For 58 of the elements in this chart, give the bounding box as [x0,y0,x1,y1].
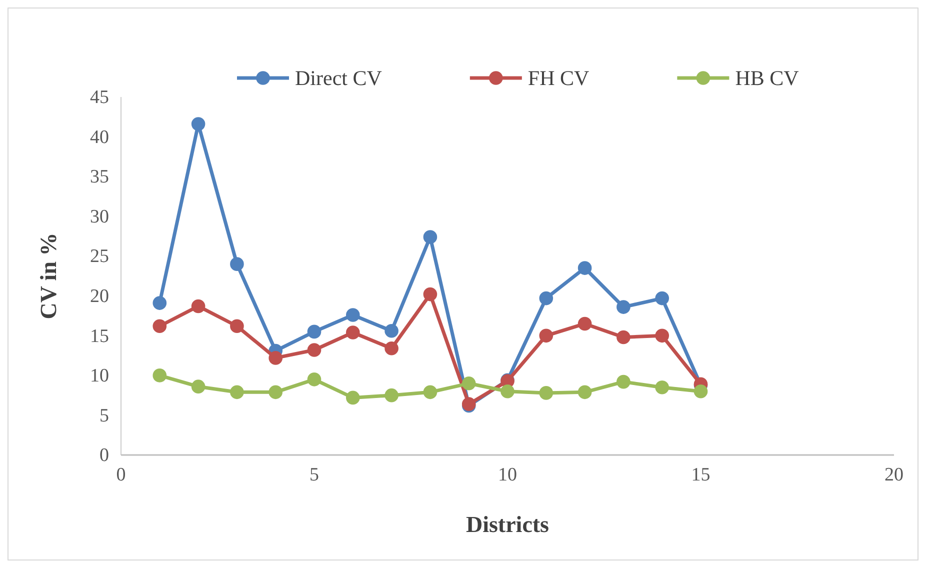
point [694,384,708,398]
legend-label: Direct CV [295,66,382,90]
y-tick-label: 5 [100,405,109,426]
y-tick-label: 35 [90,166,109,188]
y-tick-label: 30 [90,206,109,228]
point [268,385,283,400]
point [578,385,592,400]
point [578,261,592,275]
point [307,324,322,339]
point [346,390,360,405]
point [384,324,398,338]
legend-label: HB CV [735,66,799,90]
point [616,300,630,314]
point [655,380,670,394]
point [346,308,360,322]
point [152,296,167,310]
point [500,384,514,398]
point [384,342,398,356]
legend-label: FH CV [528,66,590,90]
point [230,319,244,334]
x-tick-label: 15 [691,464,710,486]
point [191,380,206,394]
x-axis-title: Districts [466,512,550,537]
point [616,374,630,389]
y-tick-label: 20 [90,286,109,307]
y-tick-label: 0 [100,445,109,466]
point [539,291,554,306]
point [462,376,476,390]
point [384,388,398,402]
point [423,385,438,400]
point [152,368,167,382]
point [539,386,554,400]
point [230,257,244,271]
point [191,299,206,314]
point [152,319,167,334]
point [307,372,322,386]
point [655,291,670,306]
y-tick-label: 45 [90,87,109,108]
point [191,117,206,131]
x-tick-label: 5 [310,464,319,486]
point [616,330,630,344]
y-tick-label: 25 [90,246,109,268]
point [230,385,244,400]
y-axis-title: CV in % [36,232,61,320]
y-tick-label: 40 [90,126,109,148]
point [423,230,438,244]
x-tick-label: 0 [116,464,126,486]
x-tick-label: 10 [498,464,517,486]
point [268,351,283,365]
x-tick-label: 20 [884,464,904,486]
point [655,328,670,343]
point [578,316,592,331]
point [423,287,438,302]
y-tick-label: 15 [90,326,109,347]
point [346,326,360,340]
point [539,328,554,343]
point [307,343,322,357]
y-tick-label: 10 [90,366,109,387]
